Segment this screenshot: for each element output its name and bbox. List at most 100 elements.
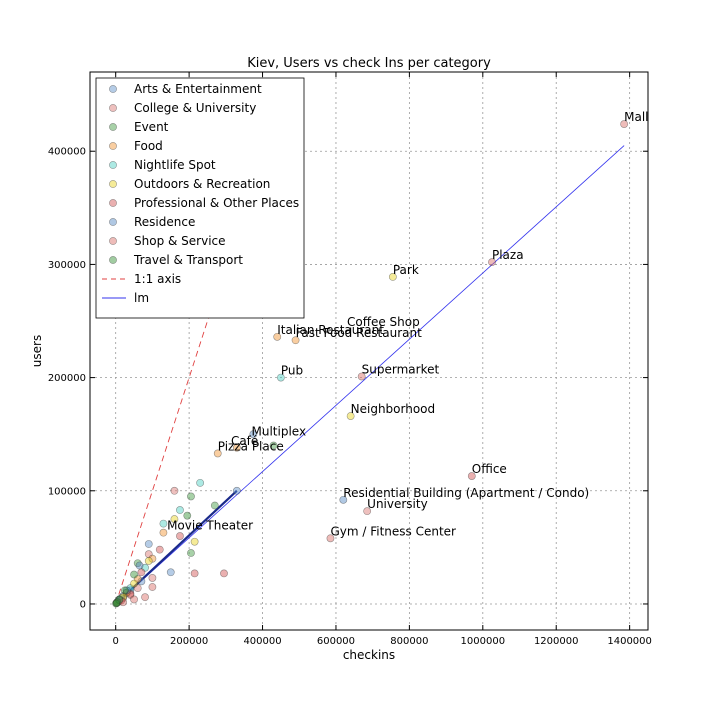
point-label: University — [367, 497, 428, 511]
point-label: Office — [472, 462, 507, 476]
data-point — [620, 120, 629, 128]
legend-label: lm — [134, 291, 149, 305]
legend-label: Professional & Other Places — [134, 196, 299, 210]
data-point — [276, 373, 285, 382]
y-tick-label: 400000 — [48, 147, 86, 158]
data-point — [130, 595, 138, 604]
data-point — [141, 593, 149, 602]
legend-label: Residence — [134, 215, 195, 229]
data-point — [190, 569, 199, 578]
data-point — [170, 486, 179, 495]
data-point — [183, 511, 192, 520]
legend-label: Travel & Transport — [133, 253, 243, 267]
data-point — [159, 519, 168, 528]
data-point — [249, 430, 258, 439]
x-tick-label: 0 — [113, 636, 119, 647]
point-label: Fast Food Restaurant — [296, 326, 423, 340]
data-point — [137, 577, 146, 586]
point-label: Coffee Shop — [347, 315, 420, 329]
data-point — [135, 561, 144, 570]
point-label: Italian Restaurant — [277, 323, 384, 337]
point-label: Neighborhood — [351, 402, 436, 416]
point-label: Residential Building (Apartment / Condo) — [343, 486, 589, 500]
legend-marker — [109, 218, 117, 226]
data-point — [176, 532, 184, 540]
legend-marker — [109, 85, 117, 93]
legend-label: Shop & Service — [134, 234, 226, 248]
legend-label: Arts & Entertainment — [134, 82, 262, 96]
legend-label: 1:1 axis — [134, 272, 181, 286]
point-label: Plaza — [492, 248, 524, 262]
data-point — [291, 336, 300, 345]
x-tick-label: 600000 — [317, 636, 355, 647]
data-point — [232, 486, 241, 495]
x-tick-label: 400000 — [243, 636, 281, 647]
one-to-one-line — [115, 306, 213, 605]
lm-fit-line — [115, 145, 625, 605]
legend-marker — [109, 199, 117, 207]
y-tick-label: 100000 — [48, 486, 86, 497]
point-label: Movie Theater — [167, 519, 253, 533]
data-point — [148, 554, 157, 563]
x-tick-label: 800000 — [390, 636, 428, 647]
data-point — [120, 586, 129, 595]
point-label: Pizza Place — [218, 439, 284, 453]
data-point — [339, 495, 348, 504]
data-point — [148, 583, 157, 591]
data-point — [273, 332, 282, 341]
data-point — [187, 492, 195, 501]
legend-label: Food — [134, 139, 163, 153]
legend-marker — [109, 161, 117, 169]
legend-marker — [109, 256, 117, 264]
legend-marker — [109, 104, 117, 112]
data-point — [148, 574, 157, 582]
data-point — [176, 506, 184, 514]
point-label: Pub — [281, 364, 303, 378]
legend-marker — [109, 180, 117, 188]
point-label: Park — [393, 263, 419, 277]
data-point — [196, 478, 205, 487]
data-point — [467, 472, 476, 480]
data-point — [130, 579, 138, 588]
point-label: Mall — [624, 110, 648, 124]
data-point — [137, 568, 146, 577]
data-point — [326, 534, 335, 543]
data-point — [346, 412, 355, 420]
data-point — [159, 528, 168, 537]
legend-label: Outdoors & Recreation — [134, 177, 270, 191]
legend-label: Nightlife Spot — [134, 158, 216, 172]
point-label: Gym / Fitness Center — [330, 524, 456, 538]
point-label: Multiplex — [252, 425, 307, 439]
x-tick-label: 1400000 — [607, 636, 652, 647]
data-point — [363, 507, 372, 516]
data-point — [112, 599, 120, 608]
legend: Arts & Entertainment College & University… — [95, 77, 305, 319]
plot-frame — [89, 71, 649, 631]
data-point — [122, 586, 131, 595]
data-point — [113, 598, 122, 607]
x-axis-label: checkins — [343, 648, 395, 662]
axis-ticks: 0 200000 400000 600000 800000 1000000 1200000 1… — [48, 72, 652, 647]
data-point — [220, 569, 228, 578]
data-point — [187, 549, 195, 557]
legend-box — [95, 77, 305, 319]
data-point — [213, 449, 222, 458]
data-point — [357, 372, 366, 381]
data-point — [144, 557, 153, 565]
legend-label: Event — [134, 120, 169, 134]
y-axis-label: users — [30, 335, 44, 367]
chart-title: Kiev, Users vs check Ins per category — [247, 56, 491, 71]
legend-marker — [109, 237, 117, 245]
data-point — [155, 545, 164, 554]
data-point — [210, 501, 219, 510]
data-point — [388, 272, 397, 281]
data-point — [170, 515, 179, 523]
data-point — [190, 537, 199, 546]
point-label: Supermarket — [362, 362, 440, 376]
data-point — [144, 540, 153, 548]
scatter-points — [112, 120, 629, 608]
data-point — [232, 443, 241, 452]
grid-lines — [90, 72, 648, 630]
